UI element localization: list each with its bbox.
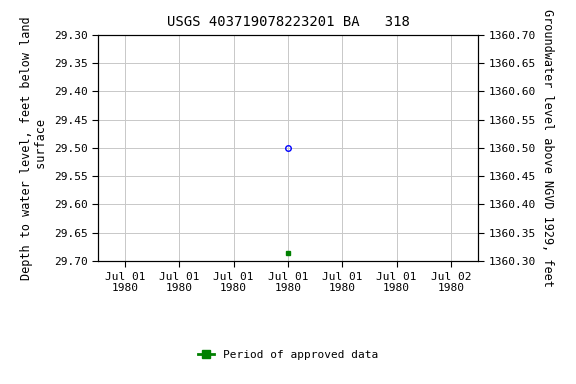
Legend: Period of approved data: Period of approved data	[193, 345, 383, 364]
Title: USGS 403719078223201 BA   318: USGS 403719078223201 BA 318	[166, 15, 410, 29]
Y-axis label: Depth to water level, feet below land
 surface: Depth to water level, feet below land su…	[20, 16, 48, 280]
Y-axis label: Groundwater level above NGVD 1929, feet: Groundwater level above NGVD 1929, feet	[541, 9, 554, 287]
